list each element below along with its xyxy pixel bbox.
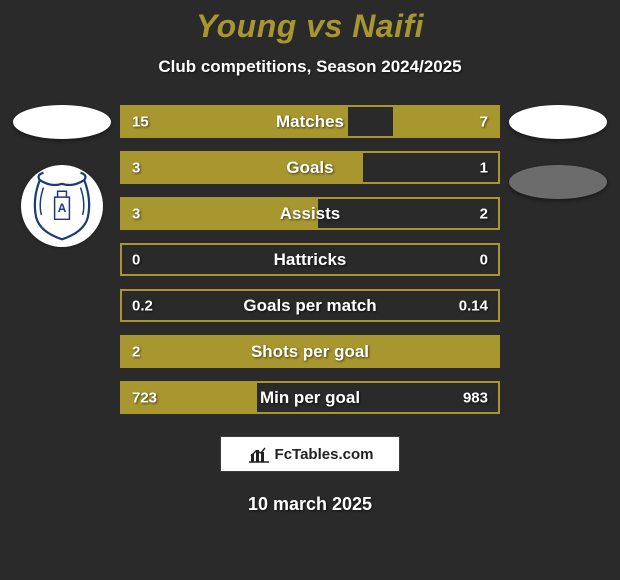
bar-row-matches: 15 Matches 7 <box>120 105 500 138</box>
subtitle: Club competitions, Season 2024/2025 <box>0 57 620 77</box>
container: Young vs Naifi Club competitions, Season… <box>0 0 620 580</box>
left-club-crest: A <box>21 165 103 247</box>
footer-logo-text: FcTables.com <box>275 446 374 463</box>
bars-column: 15 Matches 7 3 Goals 1 3 Assists 2 <box>116 105 504 414</box>
bar-label: Matches <box>276 112 344 132</box>
bar-right-value: 0 <box>480 251 488 268</box>
bar-label: Assists <box>280 204 340 224</box>
bar-label: Shots per goal <box>251 342 369 362</box>
bar-left-value: 15 <box>132 113 149 130</box>
left-player-photo <box>13 105 111 139</box>
bar-chart-icon <box>247 444 271 464</box>
bar-left-value: 2 <box>132 343 140 360</box>
bar-left-value: 3 <box>132 205 140 222</box>
bar-label: Hattricks <box>274 250 347 270</box>
bar-row-goals: 3 Goals 1 <box>120 151 500 184</box>
bar-right-value: 983 <box>463 389 488 406</box>
bar-row-hattricks: 0 Hattricks 0 <box>120 243 500 276</box>
bar-right-value: 7 <box>480 113 488 130</box>
bar-right-value: 2 <box>480 205 488 222</box>
left-column: A <box>8 105 116 247</box>
bar-label: Min per goal <box>260 388 360 408</box>
bar-label: Goals per match <box>243 296 376 316</box>
bar-right-value: 0.14 <box>459 297 488 314</box>
bar-row-goals-per-match: 0.2 Goals per match 0.14 <box>120 289 500 322</box>
bar-row-min-per-goal: 723 Min per goal 983 <box>120 381 500 414</box>
svg-text:A: A <box>58 201 67 215</box>
bar-left-value: 3 <box>132 159 140 176</box>
bar-label: Goals <box>286 158 333 178</box>
bar-right-value: 1 <box>480 159 488 176</box>
right-club-crest-placeholder <box>509 165 607 199</box>
right-column <box>504 105 612 199</box>
bar-left-value: 0 <box>132 251 140 268</box>
crest-icon: A <box>25 169 99 243</box>
bar-left-value: 723 <box>132 389 157 406</box>
bar-left-value: 0.2 <box>132 297 153 314</box>
main-row: A 15 Matches 7 3 Goals 1 3 <box>0 105 620 414</box>
page-title: Young vs Naifi <box>0 8 620 45</box>
footer-logo[interactable]: FcTables.com <box>220 436 400 472</box>
right-player-photo <box>509 105 607 139</box>
bar-row-shots-per-goal: 2 Shots per goal <box>120 335 500 368</box>
footer-date: 10 march 2025 <box>0 494 620 515</box>
bar-row-assists: 3 Assists 2 <box>120 197 500 230</box>
